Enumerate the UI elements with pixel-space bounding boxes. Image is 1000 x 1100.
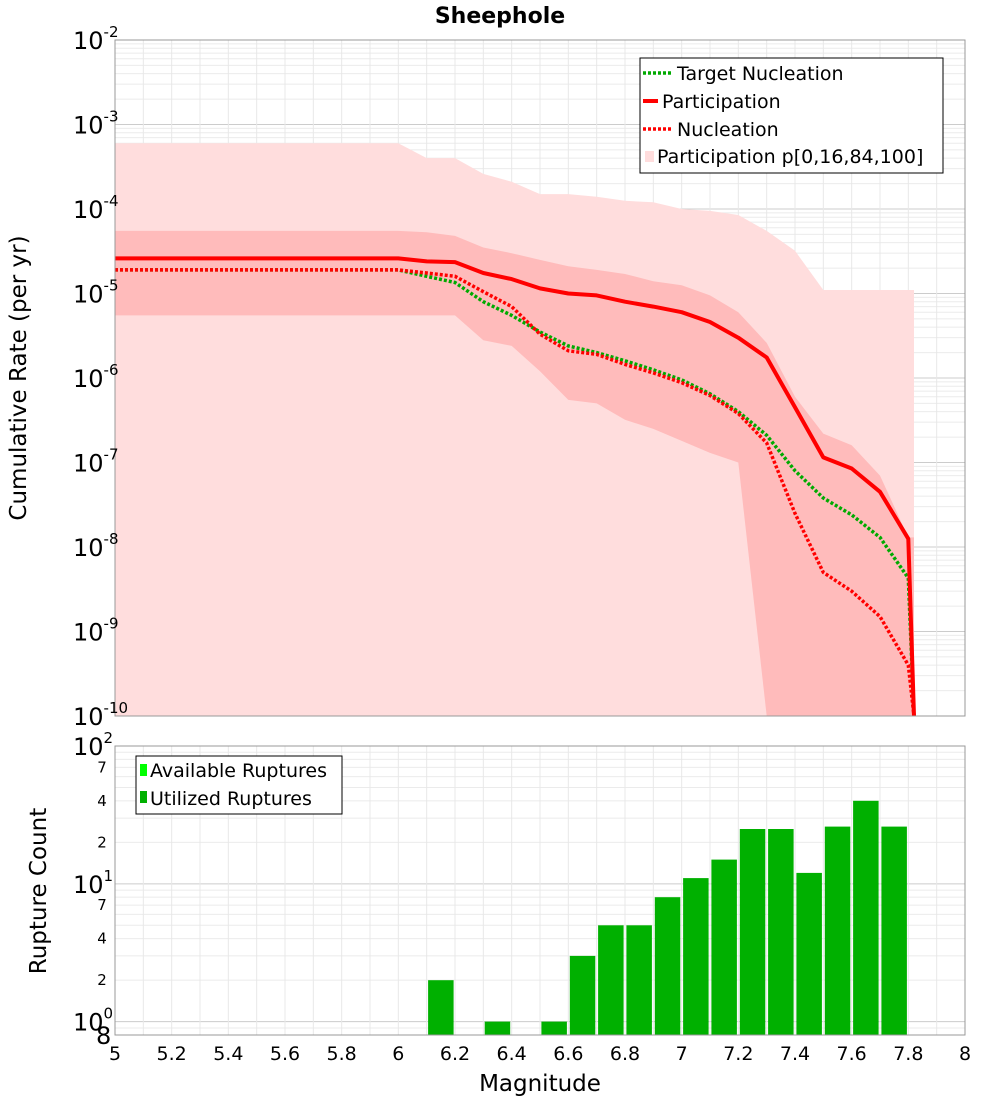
x-tick-label: 7 (676, 1043, 688, 1065)
bottom-y-minor-tick-label: 4 (97, 792, 107, 810)
rupture-bars (428, 800, 907, 1035)
rupture-bar (541, 1021, 567, 1035)
bottom-y-minor-tick-label: 7 (97, 896, 107, 914)
rupture-count-plot: 100 101 102 2 4 7 2 4 7 8 5 5.2 5.4 5.6 5.8 6 6.2 6.4 6.6… (26, 729, 971, 1097)
band-inner (115, 230, 914, 716)
x-tick-labels: 5 5.2 5.4 5.6 5.8 6 6.2 6.4 6.6 6.8 7 7.2 7.4 7.6 7.8 8 (109, 1043, 971, 1065)
rupture-bar (569, 955, 596, 1035)
legend-label-participation-band: Participation p[0,16,84,100] (657, 146, 923, 168)
legend-label-utilized-ruptures: Utilized Ruptures (150, 788, 312, 810)
rupture-bar (824, 826, 851, 1035)
rupture-bar (683, 878, 709, 1035)
bottom-y-tick-labels: 100 101 102 2 4 7 2 4 7 8 (73, 729, 113, 1050)
top-y-tick-label: 10-10 (73, 699, 128, 731)
bottom-y-minor-tick-label: 2 (97, 971, 107, 989)
legend-label-target-nucleation: Target Nucleation (676, 63, 844, 85)
bottom-y-major-tick-label: 102 (73, 729, 113, 761)
bottom-y-minor-tick-label: 4 (97, 930, 107, 948)
top-y-tick-label: 10-6 (73, 361, 119, 393)
bottom-y-minor-tick-label: 2 (97, 833, 107, 851)
top-y-tick-label: 10-9 (73, 615, 119, 647)
bottom-legend: Available Ruptures Utilized Ruptures (135, 755, 343, 815)
legend-label-nucleation: Nucleation (677, 119, 779, 141)
legend-label-available-ruptures: Available Ruptures (150, 760, 327, 782)
rupture-bar (428, 980, 454, 1035)
top-y-tick-labels: 10-2 10-3 10-4 10-5 10-6 10-7 10-8 10-9 10-10 (73, 23, 128, 731)
rate-lines (115, 256, 916, 717)
x-tick-label: 8 (959, 1043, 971, 1065)
top-y-tick-label: 10-8 (73, 530, 119, 562)
bottom-y-major-tick-label: 101 (73, 867, 113, 899)
top-y-tick-label: 10-5 (73, 277, 119, 309)
rupture-bar (654, 897, 681, 1035)
bottom-y-minor-tick-label: 7 (97, 758, 107, 776)
x-tick-label: 5.4 (213, 1043, 243, 1065)
cumulative-rate-plot: 10-2 10-3 10-4 10-5 10-6 10-7 10-8 10-9 10-10 Cu… (6, 23, 966, 731)
rupture-bar (711, 859, 737, 1035)
x-tick-label: 5 (109, 1043, 121, 1065)
rupture-bar (853, 800, 879, 1035)
rupture-bar (768, 829, 794, 1035)
bottom-plot-frame (114, 745, 966, 1036)
rupture-bar (626, 925, 652, 1035)
legend-label-participation: Participation (662, 91, 781, 113)
bottom-legend-box (135, 755, 343, 815)
x-tick-label: 7.4 (780, 1043, 810, 1065)
top-y-tick-label: 10-2 (73, 23, 119, 55)
chart-title: Sheephole (435, 4, 565, 29)
x-tick-label: 6 (392, 1043, 404, 1065)
top-y-axis-label: Cumulative Rate (per yr) (6, 235, 32, 520)
top-y-tick-label: 10-7 (73, 446, 119, 478)
legend-swatch-available-ruptures (140, 764, 147, 776)
x-tick-label: 6.4 (497, 1043, 527, 1065)
rupture-bar (484, 1021, 511, 1035)
x-tick-label: 6.6 (553, 1043, 583, 1065)
top-legend: Target Nucleation Participation Nucleati… (639, 57, 944, 174)
x-tick-label: 5.2 (157, 1043, 187, 1065)
top-y-tick-label: 10-3 (73, 108, 119, 140)
bottom-y-axis-label: Rupture Count (26, 808, 52, 974)
legend-swatch-participation-band (645, 151, 654, 162)
top-plot-frame (114, 39, 966, 717)
series-line-participation (115, 256, 916, 717)
rupture-bar (598, 925, 624, 1035)
rupture-bar (739, 829, 766, 1035)
participation-band (115, 143, 914, 716)
top-legend-box (639, 57, 944, 174)
x-tick-label: 7.8 (893, 1043, 923, 1065)
bottom-y-minor-tick-label: 8 (96, 1022, 111, 1050)
rupture-bar (881, 826, 907, 1035)
x-tick-label: 5.6 (270, 1043, 300, 1065)
series-line-nucleation (115, 268, 916, 717)
top-y-tick-label: 10-4 (73, 192, 119, 224)
x-tick-label: 6.2 (440, 1043, 470, 1065)
x-tick-label: 7.6 (837, 1043, 867, 1065)
x-tick-label: 5.8 (327, 1043, 357, 1065)
legend-swatch-utilized-ruptures (140, 791, 147, 803)
x-axis-label: Magnitude (479, 1071, 601, 1097)
rupture-bar (796, 872, 822, 1035)
bottom-y-major-tick-label: 100 (73, 1005, 113, 1037)
x-tick-label: 6.8 (610, 1043, 640, 1065)
x-tick-label: 7.2 (723, 1043, 753, 1065)
